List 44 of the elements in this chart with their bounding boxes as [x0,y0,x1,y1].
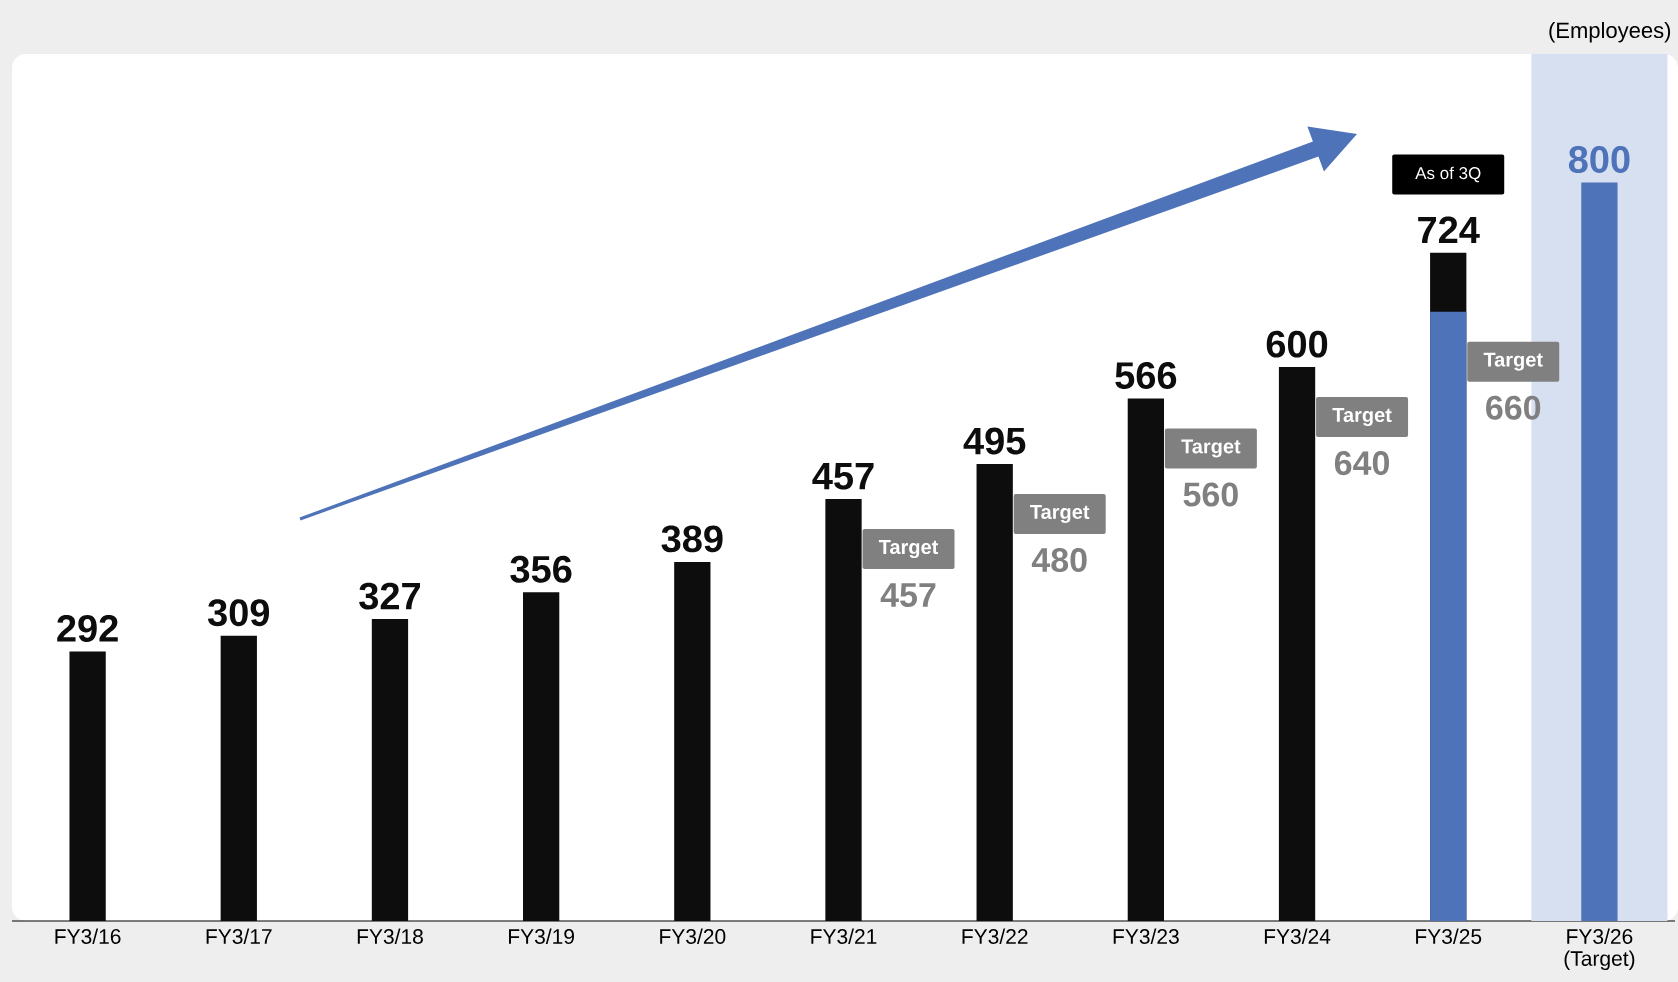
data-label: 600 [1266,330,1328,358]
data-label: 566 [1115,362,1177,389]
annotation: Target [1332,408,1392,427]
x-tick-label: FY3/24 [1264,928,1331,944]
bar [976,464,1013,921]
x-tick-label: FY3/16 [55,928,121,944]
bar [220,635,257,921]
x-tick-label: FY3/21 [811,928,877,944]
data-label: 327 [359,582,420,610]
data-label: 389 [661,525,723,553]
annotation: Target [878,540,939,559]
data-label: 356 [510,555,572,583]
x-tick-label: FY3/17 [206,928,272,944]
bar [1581,182,1618,921]
annotation: Target [1483,352,1543,371]
annotation: 457 [880,583,936,607]
text: As of 3Q [1415,166,1481,183]
annotation: 480 [1031,548,1087,573]
x-tick-label: FY3/26 (Target) [1564,928,1635,971]
x-tick-label: FY3/19 [509,928,574,944]
x-tick-label: FY3/18 [357,928,423,944]
bar [69,651,106,921]
data-label: 309 [207,599,270,627]
bar [371,619,409,921]
data-label: 292 [57,614,118,642]
bar [523,592,560,921]
data-label: 800 [1568,146,1630,173]
bar [1127,398,1165,921]
x-tick-label: FY3/23 [1113,928,1179,944]
annotation: 640 [1334,451,1390,476]
text: (Employees) [1549,21,1671,43]
annotation: Target [1030,505,1090,524]
bar [674,561,711,921]
x-tick-label: FY3/22 [962,928,1028,944]
annotation: Target [1181,439,1241,458]
data-label: 457 [812,463,874,490]
annotation: 660 [1486,395,1541,420]
annotation: 560 [1183,482,1238,507]
bar [1278,367,1316,921]
x-tick-label: FY3/20 [660,928,726,944]
bar [825,499,862,921]
data-label: 724 [1418,216,1480,244]
x-tick-label: FY3/25 [1416,928,1482,944]
data-label: 495 [963,427,1026,455]
